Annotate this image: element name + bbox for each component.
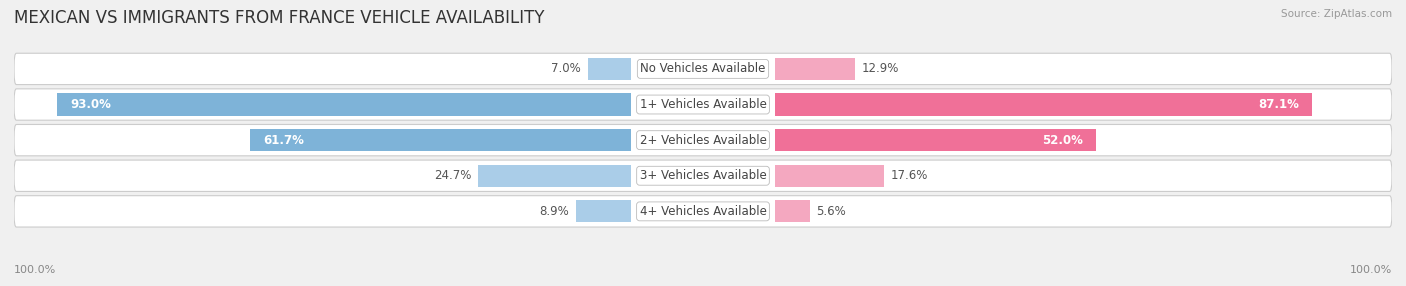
Bar xyxy=(576,200,631,223)
Bar xyxy=(478,165,631,187)
Text: 2+ Vehicles Available: 2+ Vehicles Available xyxy=(640,134,766,147)
Text: 93.0%: 93.0% xyxy=(70,98,111,111)
FancyBboxPatch shape xyxy=(14,89,1392,120)
Text: 52.0%: 52.0% xyxy=(1042,134,1083,147)
FancyBboxPatch shape xyxy=(14,124,1392,156)
Text: 7.0%: 7.0% xyxy=(551,62,581,76)
Bar xyxy=(775,58,855,80)
Text: 100.0%: 100.0% xyxy=(1350,265,1392,275)
Text: 4+ Vehicles Available: 4+ Vehicles Available xyxy=(640,205,766,218)
Text: 1+ Vehicles Available: 1+ Vehicles Available xyxy=(640,98,766,111)
Text: 24.7%: 24.7% xyxy=(434,169,472,182)
Bar xyxy=(775,200,810,223)
Text: 61.7%: 61.7% xyxy=(263,134,304,147)
Text: 3+ Vehicles Available: 3+ Vehicles Available xyxy=(640,169,766,182)
Bar xyxy=(775,129,1095,151)
Text: MEXICAN VS IMMIGRANTS FROM FRANCE VEHICLE AVAILABILITY: MEXICAN VS IMMIGRANTS FROM FRANCE VEHICL… xyxy=(14,9,544,27)
Text: Source: ZipAtlas.com: Source: ZipAtlas.com xyxy=(1281,9,1392,19)
Bar xyxy=(250,129,631,151)
Bar xyxy=(775,165,884,187)
Text: No Vehicles Available: No Vehicles Available xyxy=(640,62,766,76)
Bar xyxy=(588,58,631,80)
Bar xyxy=(58,94,631,116)
Text: 100.0%: 100.0% xyxy=(14,265,56,275)
Text: 12.9%: 12.9% xyxy=(862,62,898,76)
FancyBboxPatch shape xyxy=(14,160,1392,191)
Text: 87.1%: 87.1% xyxy=(1258,98,1299,111)
FancyBboxPatch shape xyxy=(14,196,1392,227)
Text: 5.6%: 5.6% xyxy=(817,205,846,218)
Text: 17.6%: 17.6% xyxy=(890,169,928,182)
FancyBboxPatch shape xyxy=(14,53,1392,85)
Text: 8.9%: 8.9% xyxy=(540,205,569,218)
Bar xyxy=(775,94,1312,116)
